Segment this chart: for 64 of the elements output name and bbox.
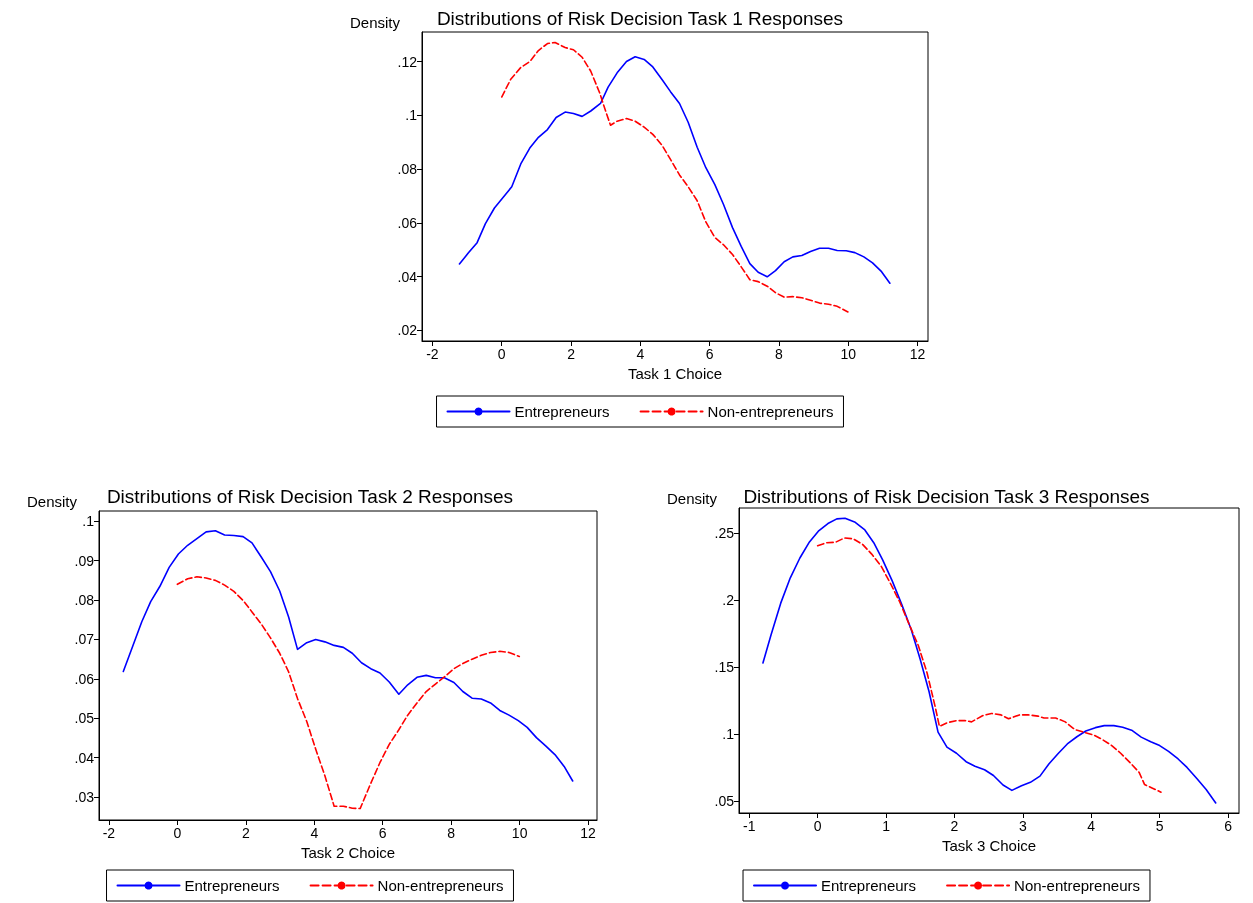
y-tick-label: .06 [397,214,418,231]
x-tick-label: 2 [567,346,576,362]
y-tick-label: .1 [405,107,418,124]
y-tick-label: .1 [82,513,95,530]
line-series [500,41,849,313]
line-series [122,529,574,782]
y-tick-label: .08 [397,161,418,178]
legend-label: Non-entrepreneurs [377,877,504,894]
x-axis-title: Task 1 Choice [627,364,723,382]
x-tick-label: 4 [310,825,319,841]
y-tick-label: .07 [74,631,95,648]
y-tick-label: .25 [714,525,735,542]
x-axis-title: Task 2 Choice [300,843,396,861]
y-tick-label: .1 [722,726,735,743]
line-series [762,517,1217,804]
y-tick-label: .09 [74,552,95,569]
y-tick-label: .03 [74,789,95,806]
y-tick-label: .15 [714,659,735,676]
x-tick-label: 10 [511,825,528,841]
line-series [816,537,1162,794]
x-tick-label: 10 [840,346,857,362]
y-tick-label: .08 [74,592,95,609]
x-tick-label: 4 [1087,818,1096,834]
y-axis-title: Density [26,493,78,510]
chart-title: Distributions of Risk Decision Task 1 Responses [436,8,844,29]
y-tick-label: .04 [74,749,95,766]
x-tick-label: 6 [1224,818,1233,834]
x-tick-label: -2 [102,825,116,841]
x-tick-label: -1 [743,818,756,834]
x-tick-label: 12 [909,346,926,362]
chart-title: Distributions of Risk Decision Task 2 Responses [106,486,514,507]
legend-label: Non-entrepreneurs [1014,877,1140,894]
x-tick-label: 0 [173,825,182,841]
x-tick-label: 1 [882,818,891,834]
y-tick-label: .06 [74,670,95,687]
x-tick-label: 5 [1155,818,1164,834]
legend-label: Entrepreneurs [821,877,917,894]
x-axis-title: Task 3 Choice [941,836,1037,854]
y-tick-label: .02 [397,322,418,339]
x-tick-label: 6 [705,346,714,362]
legend-label: Non-entrepreneurs [707,403,834,420]
x-tick-label: 2 [241,825,250,841]
y-tick-label: .05 [74,710,95,727]
x-tick-label: 8 [775,346,784,362]
y-tick-label: .05 [714,793,735,810]
y-axis-title: Density [666,490,718,507]
x-tick-label: 12 [580,825,597,841]
y-tick-label: .04 [397,268,418,285]
line-series [458,55,891,285]
y-tick-label: .2 [722,592,735,609]
y-axis-title: Density [349,14,401,31]
x-tick-label: 8 [447,825,456,841]
x-tick-label: 4 [636,346,645,362]
legend-label: Entrepreneurs [514,403,610,420]
x-tick-label: 0 [497,346,506,362]
x-tick-label: -2 [426,346,439,362]
x-tick-label: 6 [378,825,387,841]
y-tick-label: .12 [397,53,418,70]
x-tick-label: 3 [1018,818,1027,834]
legend-label: Entrepreneurs [184,877,280,894]
chart-title: Distributions of Risk Decision Task 3 Responses [743,486,1150,507]
x-tick-label: 0 [813,818,822,834]
line-series [176,576,521,810]
x-tick-label: 2 [950,818,959,834]
